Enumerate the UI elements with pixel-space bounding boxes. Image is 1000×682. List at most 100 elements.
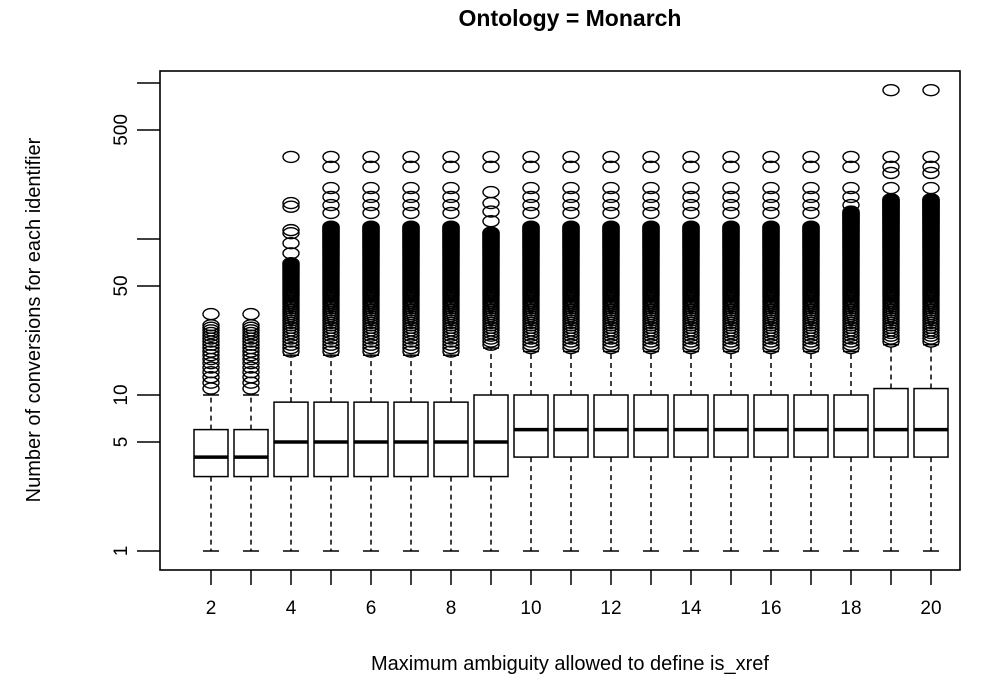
outlier-point xyxy=(762,160,780,174)
outlier-point xyxy=(522,190,540,204)
box xyxy=(313,401,349,478)
box-group-9 xyxy=(473,150,509,552)
box-group-10 xyxy=(513,150,549,552)
outlier-point xyxy=(322,181,340,195)
y-axis: 1 5 10 50 500 xyxy=(111,82,160,557)
outlier-point xyxy=(282,150,300,164)
outlier-point xyxy=(722,206,740,220)
outlier-point xyxy=(922,326,940,340)
box xyxy=(233,428,269,478)
box xyxy=(713,394,749,458)
outlier-point xyxy=(682,198,700,212)
outlier-point xyxy=(882,150,900,164)
outlier-point xyxy=(242,338,260,351)
outlier-point xyxy=(842,324,860,337)
outlier-point xyxy=(242,326,260,340)
outlier-point xyxy=(282,226,300,240)
outlier-point xyxy=(642,220,660,233)
outlier-point xyxy=(802,150,820,164)
box xyxy=(873,387,909,458)
outlier-point xyxy=(402,324,420,337)
outlier-point xyxy=(682,326,700,340)
outlier-point xyxy=(882,166,900,180)
outlier-point xyxy=(442,206,460,220)
outlier-point xyxy=(202,338,220,351)
outlier-point xyxy=(922,150,940,164)
outlier-point xyxy=(482,185,500,199)
outlier-point xyxy=(802,324,820,337)
outlier-point xyxy=(882,83,900,97)
box-group-13 xyxy=(633,150,669,552)
outlier-point xyxy=(442,324,460,337)
box xyxy=(753,394,789,458)
outlier-point xyxy=(282,236,300,250)
outlier-point xyxy=(562,324,580,337)
outlier-point xyxy=(562,190,580,204)
outlier-point xyxy=(482,196,500,210)
x-tick-label: 10 xyxy=(520,598,541,619)
box-group-17 xyxy=(793,150,829,552)
outlier-point xyxy=(682,206,700,220)
y-tick-label: 5 xyxy=(111,437,132,448)
box-group-14 xyxy=(673,150,709,552)
outlier-point xyxy=(442,190,460,204)
outlier-point xyxy=(762,181,780,195)
outlier-point xyxy=(842,181,860,195)
outlier-point xyxy=(642,324,660,337)
y-tick-label: 50 xyxy=(111,275,132,296)
outlier-point xyxy=(682,341,700,355)
outlier-point xyxy=(362,198,380,212)
x-axis: 2 4 6 8 10 12 14 16 18 20 xyxy=(206,570,942,619)
outlier-point xyxy=(602,341,620,355)
outlier-point xyxy=(562,150,580,164)
y-tick-label: 1 xyxy=(111,546,132,557)
outlier-point xyxy=(482,326,500,340)
box-group-4 xyxy=(273,150,309,552)
outlier-point xyxy=(922,83,940,97)
box-group-6 xyxy=(353,150,389,552)
outlier-point xyxy=(842,341,860,355)
outlier-point xyxy=(802,341,820,355)
outlier-point xyxy=(282,338,300,351)
box-group-20 xyxy=(913,83,949,552)
outlier-point xyxy=(922,181,940,195)
box-group-15 xyxy=(713,150,749,552)
outlier-point xyxy=(282,341,300,355)
outlier-point xyxy=(562,206,580,220)
outlier-point xyxy=(442,220,460,233)
outlier-point xyxy=(482,160,500,174)
outlier-point xyxy=(402,206,420,220)
outlier-point xyxy=(402,338,420,351)
outlier-point xyxy=(362,324,380,337)
box-group-3 xyxy=(233,307,269,552)
chart-title: Ontology = Monarch xyxy=(459,5,682,31)
outlier-point xyxy=(402,220,420,233)
box xyxy=(553,394,589,458)
outlier-point xyxy=(242,307,260,321)
outlier-point xyxy=(402,150,420,164)
outlier-point xyxy=(282,196,300,210)
outlier-point xyxy=(642,326,660,340)
x-tick-label: 2 xyxy=(206,598,217,619)
x-tick-label: 20 xyxy=(920,598,941,619)
outlier-point xyxy=(242,345,260,358)
outlier-point xyxy=(882,160,900,174)
x-tick-label: 4 xyxy=(286,598,297,619)
outlier-point xyxy=(842,338,860,351)
outlier-point xyxy=(482,215,500,228)
x-tick-label: 14 xyxy=(680,598,702,619)
outlier-point xyxy=(882,326,900,340)
outlier-point xyxy=(562,341,580,355)
y-tick-label: 500 xyxy=(111,114,132,146)
outlier-point xyxy=(402,345,420,358)
outlier-point xyxy=(242,324,260,337)
outlier-point xyxy=(282,223,300,237)
box-group-8 xyxy=(433,150,469,552)
outlier-point xyxy=(562,181,580,195)
outlier-point xyxy=(202,361,220,374)
outlier-point xyxy=(802,198,820,212)
outlier-point xyxy=(322,198,340,212)
outlier-point xyxy=(642,181,660,195)
box xyxy=(633,394,669,458)
